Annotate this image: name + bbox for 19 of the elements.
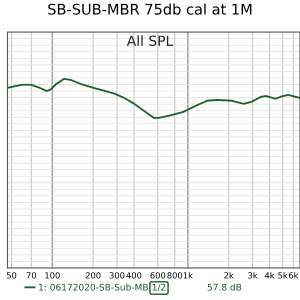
x-tick-label: 200 [86, 272, 101, 279]
x-tick-label: 50 [6, 272, 16, 279]
x-tick-label: 70 [26, 272, 36, 279]
text: 57.8 dB [208, 284, 242, 291]
x-tick-label: 5k [278, 272, 288, 279]
x-tick-label: 800 [167, 272, 182, 279]
x-tick-label: 4k [264, 272, 275, 278]
text: All SPL [126, 35, 174, 46]
text: 1/2 [152, 284, 166, 292]
x-tick-label: 400 [126, 272, 142, 279]
x-tick-label: 6k [288, 272, 298, 279]
legend-label: 1: 06172020-SB-Sub-MB [39, 284, 148, 291]
x-tick-label: 2k [224, 272, 234, 278]
x-tick-label: 1k [184, 272, 193, 278]
x-tick-label: 3k [248, 272, 258, 279]
x-tick-label: 300 [110, 272, 124, 279]
x-tick-label: 100 [45, 272, 60, 279]
x-tick-label: 600 [150, 272, 166, 279]
chart-title: SB-SUB-MBR 75db cal at 1M [48, 3, 252, 15]
